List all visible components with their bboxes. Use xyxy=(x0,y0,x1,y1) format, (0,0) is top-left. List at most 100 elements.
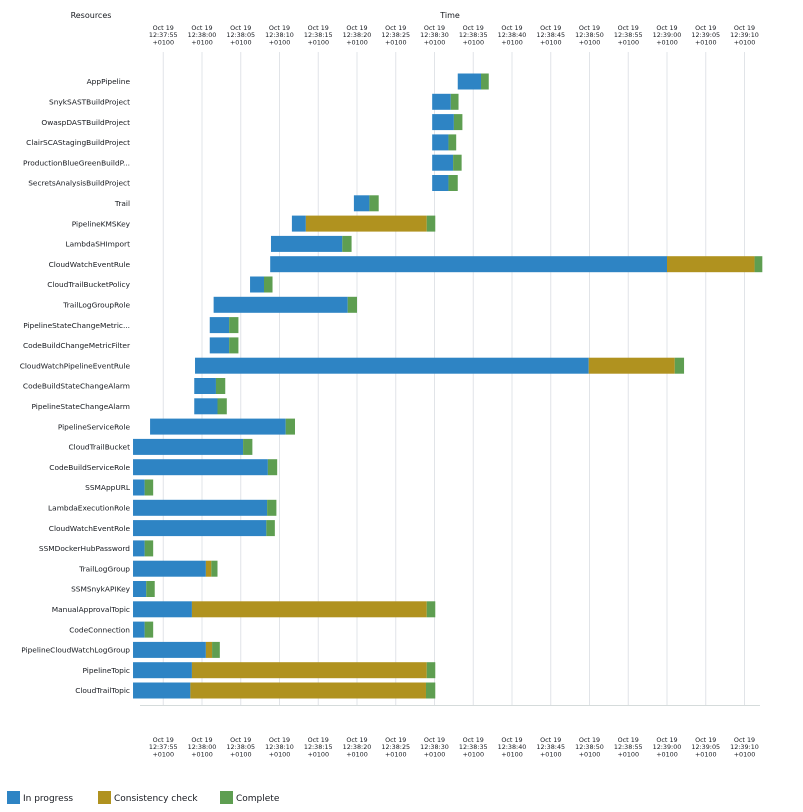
resource-row: TrailLogGroupRole xyxy=(62,296,357,313)
top-tick-label: 12:38:40 xyxy=(498,31,527,39)
legend-swatch xyxy=(98,791,111,804)
bottom-tick-label: +0100 xyxy=(152,750,174,758)
legend-label: Complete xyxy=(236,794,280,804)
top-tick-label: 12:38:50 xyxy=(575,31,604,39)
top-tick-label: Oct 19 xyxy=(618,24,639,32)
in-progress-bar xyxy=(432,93,451,110)
resource-label: PipelineTopic xyxy=(82,666,130,675)
in-progress-bar xyxy=(133,540,145,557)
bottom-tick-label: Oct 19 xyxy=(734,736,755,744)
top-tick-label: +0100 xyxy=(617,38,639,46)
legend-swatch xyxy=(220,791,233,804)
top-tick-label: 12:38:35 xyxy=(459,31,488,39)
bottom-tick-label: 12:38:30 xyxy=(420,743,449,751)
bottom-tick-label: +0100 xyxy=(269,750,291,758)
bottom-tick-label: Oct 19 xyxy=(424,736,445,744)
complete-bar xyxy=(426,662,436,679)
resource-row: PipelineStateChangeAlarm xyxy=(31,398,227,415)
resource-row: Trail xyxy=(114,195,379,212)
bottom-tick-label: Oct 19 xyxy=(269,736,290,744)
top-tick-label: 12:38:45 xyxy=(536,31,565,39)
in-progress-bar xyxy=(432,114,454,131)
complete-bar xyxy=(229,337,239,354)
resource-row: SnykSASTBuildProject xyxy=(49,93,459,110)
bottom-tick-label: +0100 xyxy=(695,750,717,758)
complete-bar xyxy=(448,175,458,191)
in-progress-bar xyxy=(432,134,449,151)
top-tick-label: Oct 19 xyxy=(230,24,251,32)
resource-label: SecretsAnalysisBuildProject xyxy=(28,179,130,188)
bottom-tick-label: 12:38:25 xyxy=(381,743,410,751)
complete-bar xyxy=(267,499,277,516)
resource-rows: AppPipeline SnykSASTBuildProject OwaspDAST… xyxy=(20,73,763,699)
resource-label: CodeBuildStateChangeAlarm xyxy=(23,382,130,391)
bottom-tick-label: 12:38:00 xyxy=(188,743,217,751)
complete-bar xyxy=(481,73,489,90)
resource-label: TrailLogGroup xyxy=(78,564,130,573)
bottom-tick-label: 12:38:55 xyxy=(614,743,643,751)
resource-label: PipelineCloudWatchLogGroup xyxy=(21,646,130,655)
bottom-tick-label: +0100 xyxy=(540,750,562,758)
in-progress-bar xyxy=(133,438,244,455)
bottom-tick-label: +0100 xyxy=(191,750,213,758)
top-tick-label: +0100 xyxy=(230,38,252,46)
complete-bar xyxy=(426,215,436,232)
top-tick-label: Oct 19 xyxy=(656,24,677,32)
bottom-tick-label: Oct 19 xyxy=(656,736,677,744)
complete-bar xyxy=(425,682,436,699)
resource-row: CodeConnection xyxy=(69,621,154,638)
in-progress-bar xyxy=(213,296,348,313)
legend-item-in-progress: In progress xyxy=(7,791,73,804)
legend-label: In progress xyxy=(23,794,73,804)
resource-row: ManualApprovalTopic xyxy=(52,601,436,618)
resource-row: TrailLogGroup xyxy=(78,560,218,577)
top-tick-label: Oct 19 xyxy=(385,24,406,32)
consistency-check-bar xyxy=(191,601,427,618)
consistency-check-bar xyxy=(191,662,427,679)
top-tick-label: Oct 19 xyxy=(269,24,290,32)
resource-label: CodeBuildServiceRole xyxy=(49,463,130,472)
top-tick-label: Oct 19 xyxy=(463,24,484,32)
resource-label: CloudWatchEventRule xyxy=(49,260,131,269)
complete-bar xyxy=(754,256,763,273)
in-progress-bar xyxy=(133,560,206,577)
consistency-check-bar xyxy=(667,256,755,273)
bottom-tick-label: Oct 19 xyxy=(153,736,174,744)
complete-bar xyxy=(347,296,357,313)
in-progress-bar xyxy=(133,459,268,476)
resource-label: CloudTrailBucket xyxy=(69,443,131,452)
resource-row: LambdaSHImport xyxy=(65,235,352,252)
time-header: Time xyxy=(439,11,460,20)
resource-row: ClairSCAStagingBuildProject xyxy=(26,134,457,151)
complete-bar xyxy=(450,93,459,110)
resource-row: CodeBuildChangeMetricFilter xyxy=(23,337,239,354)
top-tick-label: Oct 19 xyxy=(579,24,600,32)
top-tick-label: 12:38:10 xyxy=(265,31,294,39)
resource-label: LambdaExecutionRole xyxy=(48,504,130,513)
consistency-check-bar xyxy=(190,682,426,699)
in-progress-bar xyxy=(457,73,481,90)
in-progress-bar xyxy=(353,195,370,212)
top-tick-label: 12:38:15 xyxy=(304,31,333,39)
bottom-tick-label: +0100 xyxy=(734,750,756,758)
resource-label: ProductionBlueGreenBuildP... xyxy=(23,158,130,167)
complete-bar xyxy=(144,479,154,496)
resource-label: PipelineStateChangeMetric... xyxy=(23,321,130,330)
top-tick-label: +0100 xyxy=(424,38,446,46)
bottom-tick-label: 12:38:45 xyxy=(536,743,565,751)
complete-bar xyxy=(426,601,436,618)
top-tick-label: 12:38:25 xyxy=(381,31,410,39)
resource-row: SSMSnykAPIKey xyxy=(71,581,155,597)
bottom-tick-label: +0100 xyxy=(656,750,678,758)
resource-label: CloudTrailBucketPolicy xyxy=(47,280,130,289)
complete-bar xyxy=(448,134,457,151)
complete-bar xyxy=(267,459,278,476)
top-tick-label: 12:39:10 xyxy=(730,31,759,39)
top-tick-label: Oct 19 xyxy=(501,24,522,32)
top-tick-label: 12:37:55 xyxy=(149,31,178,39)
bottom-tick-label: Oct 19 xyxy=(308,736,329,744)
